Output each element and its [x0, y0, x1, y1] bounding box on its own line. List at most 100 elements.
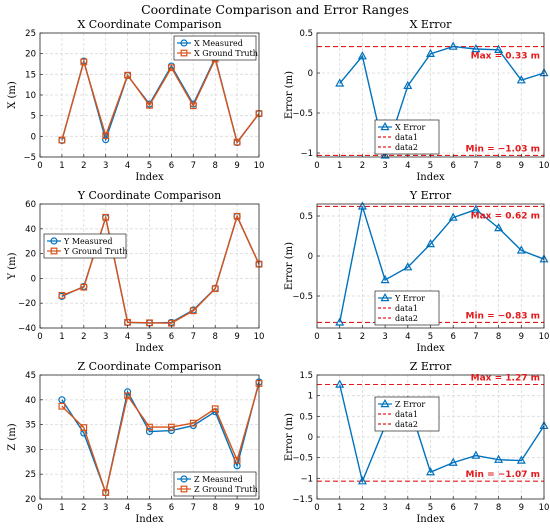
legend-label: Y Ground Truth	[63, 247, 128, 256]
data-point	[380, 274, 390, 284]
x-tick-label: 7	[191, 503, 196, 513]
legend-marker	[180, 485, 188, 493]
y-tick-label: 20	[25, 50, 36, 60]
x-tick-label: 1	[59, 161, 64, 171]
x-tick-label: 9	[519, 332, 524, 342]
y-tick-label: 5	[31, 112, 36, 122]
data-point	[494, 454, 504, 463]
x-tick-label: 7	[191, 332, 196, 342]
x-tick-label: 0	[37, 332, 42, 342]
y-tick-label: −1.5	[292, 495, 313, 505]
y-tick-label: 1.5	[299, 371, 313, 381]
x-tick-label: 1	[59, 503, 64, 513]
series-line-2	[61, 383, 260, 496]
series-line-2	[61, 56, 260, 144]
x-tick-label: 0	[37, 503, 42, 513]
x-tick-label: 4	[405, 332, 410, 342]
x-tick-label: 3	[103, 332, 108, 342]
legend-marker	[380, 398, 390, 408]
x-tick-label: 1	[59, 332, 64, 342]
data-point	[425, 467, 436, 476]
data-point	[124, 392, 132, 400]
legend-label: X Measured	[194, 39, 243, 48]
x-tick-label: 2	[360, 161, 365, 171]
data-point	[448, 457, 458, 466]
y-tick-label: 25	[25, 470, 36, 480]
x-tick-label: 4	[405, 503, 410, 513]
data-point	[124, 71, 132, 79]
data-point	[168, 423, 175, 431]
data-point	[448, 212, 458, 221]
legend-box	[173, 35, 257, 61]
annotation-label: Min = −0.83 m	[465, 311, 540, 321]
data-point	[189, 307, 197, 315]
data-point	[494, 222, 504, 232]
legend-marker	[50, 247, 58, 255]
data-point	[425, 238, 436, 248]
data-point	[233, 138, 241, 146]
x-tick-label: 5	[147, 503, 152, 513]
series-line-1	[61, 55, 260, 145]
x-axis-label: Index	[416, 514, 445, 525]
legend-label: Y Measured	[63, 237, 112, 246]
subplot-title: Y Coordinate Comparison	[77, 189, 222, 202]
x-tick-label: 10	[254, 503, 265, 513]
legend-label: Z Measured	[194, 475, 243, 484]
y-axis-label: X (m)	[7, 81, 18, 109]
x-tick-label: 10	[539, 503, 550, 513]
x-tick-label: 7	[473, 332, 478, 342]
series-line-2	[61, 214, 260, 324]
y-tick-label: 0	[308, 252, 313, 262]
y-tick-label: −0.5	[292, 454, 313, 464]
x-tick-label: 4	[405, 161, 410, 171]
x-tick-label: 8	[496, 161, 501, 171]
y-tick-label: −1	[300, 474, 313, 484]
y-tick-label: −1	[300, 149, 313, 159]
data-point	[516, 455, 526, 464]
annotation-label: Max = 0.62 m	[471, 211, 540, 221]
legend-label: data2	[395, 314, 418, 323]
x-tick-label: 6	[169, 503, 174, 513]
x-tick-label: 10	[254, 332, 265, 342]
y-tick-label: 0	[31, 274, 36, 284]
x-tick-label: 9	[234, 503, 239, 513]
x-tick-label: 5	[428, 332, 433, 342]
data-point	[102, 132, 110, 139]
series-line-1	[61, 381, 260, 496]
x-tick-label: 3	[382, 161, 387, 171]
x-tick-label: 8	[212, 332, 217, 342]
x-tick-label: 6	[450, 503, 455, 513]
subplot-2: 0 1 2 3 4 5 6 7 8 9 10 −1 −0.5 0 0.5 X Error Index Error …	[284, 18, 549, 183]
y-axis-label: Z (m)	[7, 423, 18, 451]
x-axis-label: Index	[135, 172, 164, 183]
x-tick-label: 0	[314, 503, 319, 513]
x-tick-label: 4	[125, 161, 130, 171]
data-point	[357, 201, 367, 210]
legend-label: data2	[395, 420, 418, 429]
subplot-title: Z Error	[410, 360, 452, 373]
legend-label: Y Error	[394, 294, 425, 303]
y-tick-label: 30	[25, 445, 36, 455]
x-tick-label: 3	[103, 503, 108, 513]
y-tick-label: 40	[25, 396, 36, 406]
data-point	[58, 136, 66, 144]
y-tick-label: −20	[18, 299, 36, 309]
x-tick-label: 8	[496, 503, 501, 513]
legend-label: data1	[395, 133, 418, 142]
x-tick-label: 4	[125, 332, 130, 342]
data-point	[58, 396, 66, 404]
data-point	[471, 43, 481, 53]
y-tick-label: 15	[25, 70, 36, 80]
x-tick-label: 1	[337, 503, 342, 513]
y-tick-label: 0	[308, 69, 313, 79]
legend-label: X Error	[395, 123, 426, 132]
legend-marker	[180, 475, 188, 483]
subplot-title: Z Coordinate Comparison	[78, 360, 222, 373]
data-point	[211, 405, 219, 413]
series-line-1	[61, 214, 260, 324]
x-tick-label: 0	[37, 161, 42, 171]
x-tick-label: 5	[428, 161, 433, 171]
